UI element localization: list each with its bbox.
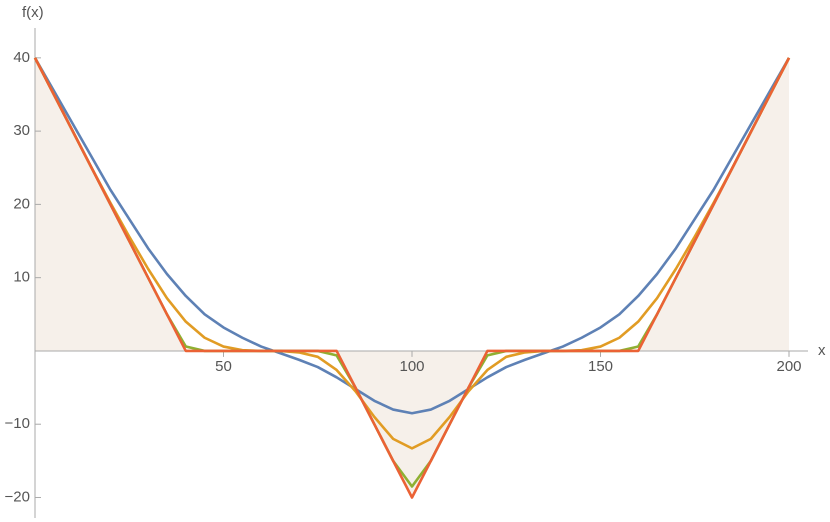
y-axis-label: f(x) xyxy=(22,4,44,21)
y-tick-label: 30 xyxy=(13,122,30,139)
y-tick-label: 20 xyxy=(13,195,30,212)
x-axis-label: x xyxy=(818,342,826,359)
y-tick-label: −20 xyxy=(5,488,30,505)
y-tick-label: 40 xyxy=(13,49,30,66)
y-tick-label: 10 xyxy=(13,269,30,286)
curve xyxy=(33,57,791,499)
y-tick-label: −10 xyxy=(5,415,30,432)
curve xyxy=(33,57,791,450)
fill-layer xyxy=(35,57,789,498)
x-tick-label: 100 xyxy=(399,358,424,375)
x-tick-label: 150 xyxy=(588,358,613,375)
x-tick-label: 50 xyxy=(215,358,232,375)
x-tick-label: 200 xyxy=(776,358,801,375)
curve xyxy=(33,57,791,415)
area-fill xyxy=(35,57,789,498)
